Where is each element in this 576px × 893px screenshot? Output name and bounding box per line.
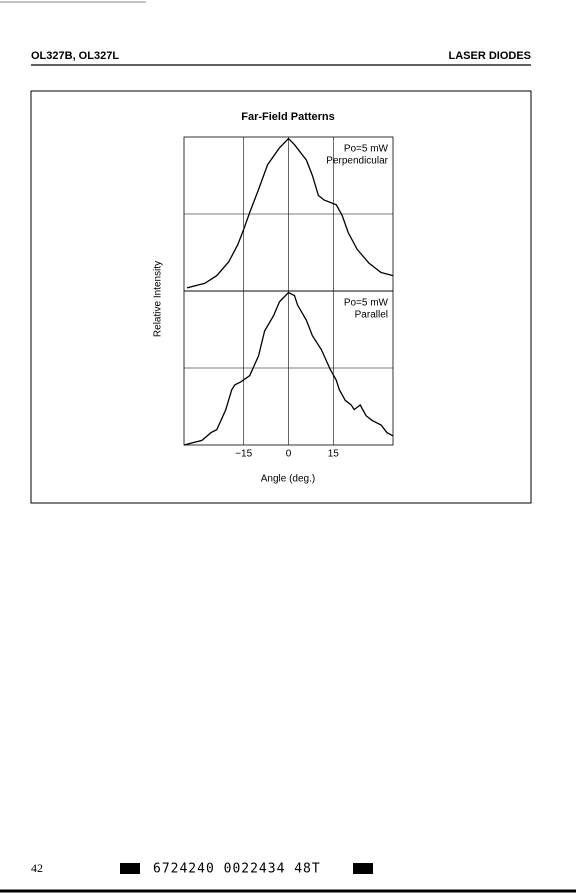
barcode-text: 6724240 0022434 48T bbox=[153, 862, 321, 877]
curve bbox=[186, 137, 394, 289]
chart-frame bbox=[30, 90, 532, 504]
header-right: LASER DIODES bbox=[448, 50, 531, 62]
curve bbox=[183, 291, 394, 446]
panel bbox=[183, 290, 394, 446]
x-tick-label: −15 bbox=[235, 449, 252, 460]
annotation: Po=5 mW bbox=[344, 298, 389, 309]
barcode-block bbox=[353, 863, 373, 874]
x-tick-label: 0 bbox=[286, 449, 292, 460]
header-left: OL327B, OL327L bbox=[31, 50, 119, 62]
annotation: Perpendicular bbox=[326, 156, 388, 167]
page-number: 42 bbox=[31, 861, 43, 875]
x-tick-label: 15 bbox=[328, 449, 340, 460]
annotation: Po=5 mW bbox=[344, 144, 389, 155]
barcode-block bbox=[120, 863, 140, 874]
y-axis-label: Relative Intensity bbox=[153, 261, 164, 337]
x-axis-label: Angle (deg.) bbox=[261, 474, 315, 485]
chart-title: Far-Field Patterns bbox=[241, 111, 335, 123]
annotation: Parallel bbox=[355, 310, 388, 321]
